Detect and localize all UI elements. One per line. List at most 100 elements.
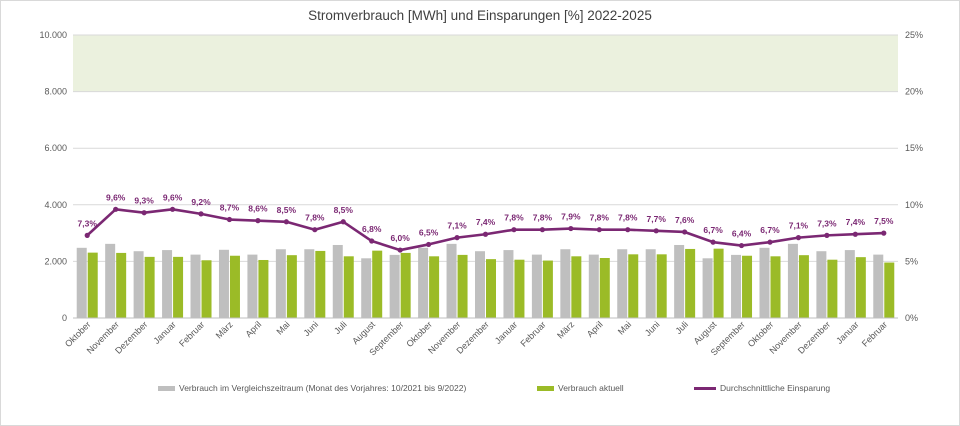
chart-title: Stromverbrauch [MWh] und Einsparungen [%… xyxy=(308,8,652,23)
bar-comparison xyxy=(531,254,542,318)
bar-comparison xyxy=(304,249,315,318)
y-left-tick-label: 8.000 xyxy=(44,87,67,97)
savings-data-label: 7,1% xyxy=(789,221,809,231)
bar-comparison xyxy=(446,243,457,318)
bar-current xyxy=(628,254,639,318)
x-tick-label: Mai xyxy=(274,319,291,336)
savings-point xyxy=(682,229,688,235)
bar-current xyxy=(258,259,269,318)
bar-current xyxy=(229,255,240,318)
y-right-tick-label: 20% xyxy=(905,87,923,97)
savings-point xyxy=(482,231,489,237)
bar-current xyxy=(173,256,184,318)
savings-data-label: 7,1% xyxy=(447,221,467,231)
savings-point xyxy=(141,210,147,216)
legend-label-current: Verbrauch aktuell xyxy=(558,383,624,393)
savings-point xyxy=(198,211,204,217)
y-right-tick-label: 15% xyxy=(905,143,923,153)
savings-point xyxy=(226,216,233,223)
savings-data-label: 7,8% xyxy=(618,213,638,223)
savings-point xyxy=(767,239,773,245)
bar-current xyxy=(542,260,553,318)
x-tick-label: Februar xyxy=(518,319,547,348)
savings-data-label: 7,7% xyxy=(647,214,667,224)
savings-data-label: 8,7% xyxy=(220,203,240,213)
legend-label-comparison: Verbrauch im Vergleichszeitraum (Monat d… xyxy=(179,383,467,393)
bar-current xyxy=(201,260,212,318)
x-tick-label: Februar xyxy=(860,319,889,348)
savings-data-label: 9,2% xyxy=(191,197,211,207)
savings-point xyxy=(596,227,602,233)
bar-current xyxy=(599,258,610,318)
bar-comparison xyxy=(105,243,116,318)
savings-point xyxy=(369,238,375,244)
bar-comparison xyxy=(389,254,400,318)
bar-comparison xyxy=(218,249,229,318)
y-right-tick-label: 25% xyxy=(905,30,923,40)
bar-current xyxy=(798,255,809,318)
bar-current xyxy=(514,259,525,318)
bar-comparison xyxy=(133,251,144,318)
bar-comparison xyxy=(76,247,87,318)
bar-current xyxy=(884,262,895,318)
legend-label-savings: Durchschnittliche Einsparung xyxy=(720,383,831,393)
bar-comparison xyxy=(418,247,429,318)
x-tick-label: Mai xyxy=(616,319,633,336)
bar-comparison xyxy=(162,250,173,318)
savings-point xyxy=(625,227,631,233)
savings-point xyxy=(397,247,403,253)
savings-data-label: 9,6% xyxy=(106,192,126,202)
bar-comparison xyxy=(332,244,343,318)
bar-current xyxy=(116,252,127,318)
savings-point xyxy=(824,232,830,238)
savings-data-label: 6,7% xyxy=(760,225,780,235)
savings-data-label: 7,8% xyxy=(590,213,610,223)
bar-current xyxy=(429,256,440,318)
bar-comparison xyxy=(702,258,713,318)
savings-point xyxy=(653,228,659,234)
x-tick-label: April xyxy=(585,319,605,339)
bar-comparison xyxy=(816,251,827,318)
bar-comparison xyxy=(361,258,372,318)
savings-data-label: 6,8% xyxy=(362,224,382,234)
bar-comparison xyxy=(247,254,258,318)
savings-point xyxy=(84,232,90,238)
savings-point xyxy=(113,206,119,212)
savings-point xyxy=(738,242,745,249)
savings-data-label: 7,3% xyxy=(78,218,98,228)
savings-data-label: 6,4% xyxy=(732,229,752,239)
bar-comparison xyxy=(560,249,571,318)
x-tick-label: Februar xyxy=(177,319,206,348)
bar-current xyxy=(343,256,354,318)
savings-data-label: 6,0% xyxy=(390,233,410,243)
savings-data-label: 9,6% xyxy=(163,192,183,202)
y-left-tick-label: 6.000 xyxy=(44,143,67,153)
bar-current xyxy=(286,255,297,318)
savings-data-label: 8,5% xyxy=(334,205,354,215)
x-tick-label: März xyxy=(555,319,577,341)
savings-point xyxy=(881,230,887,236)
savings-data-label: 8,6% xyxy=(248,204,268,214)
savings-data-label: 6,7% xyxy=(703,225,723,235)
savings-point xyxy=(426,241,432,248)
savings-point xyxy=(340,219,346,225)
bar-current xyxy=(486,259,496,318)
bar-comparison xyxy=(190,254,201,318)
bar-comparison xyxy=(787,243,798,318)
x-tick-label: Juli xyxy=(673,319,690,336)
savings-point xyxy=(710,239,716,245)
bar-current xyxy=(827,259,838,318)
savings-data-label: 8,5% xyxy=(277,205,297,215)
savings-data-label: 7,3% xyxy=(817,218,837,228)
savings-data-label: 7,6% xyxy=(675,215,695,225)
bar-current xyxy=(315,250,326,318)
savings-data-label: 7,8% xyxy=(305,213,325,223)
y-right-tick-label: 10% xyxy=(905,200,923,210)
bar-current xyxy=(87,252,98,318)
x-tick-label: Januar xyxy=(493,319,520,346)
legend-item-comparison: Verbrauch im Vergleichszeitraum (Monat d… xyxy=(158,383,466,393)
savings-data-label: 7,4% xyxy=(476,217,496,227)
x-tick-label: Juni xyxy=(643,319,662,338)
savings-point xyxy=(255,218,261,224)
